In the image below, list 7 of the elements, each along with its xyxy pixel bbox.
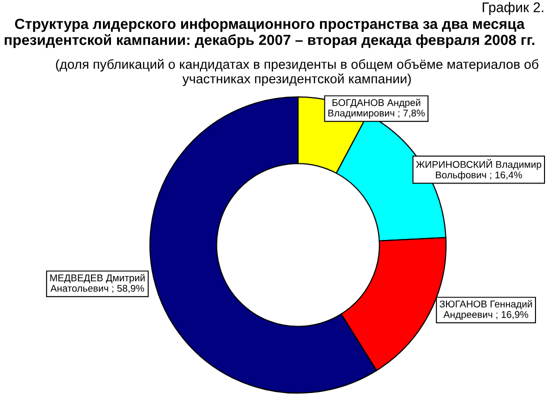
chart-title: Структура лидерского информационного пространства за два месяца президентской кампании: декабрь 2007 – вторая декада февраля 2008 гг. bbox=[4, 18, 534, 48]
slice-label: БОГДАНОВ Андрей Владимирович ; 7,8% bbox=[328, 98, 425, 118]
slice-label: МЕДВЕДЕВ Дмитрий Анатольевич ; 58,9% bbox=[50, 274, 145, 293]
slice-label: ЖИРИНОВСКИЙ Владимир Вольфович ; 16,4% bbox=[416, 159, 542, 180]
text: График 2. bbox=[482, 2, 544, 15]
slice-label: ЗЮГАНОВ Геннадий Андреевич ; 16,9% bbox=[440, 300, 532, 320]
chart-subtitle: (доля публикаций о кандидатах в президенты в общем объёме материалов об участниках президентской кампании) bbox=[56, 59, 538, 86]
